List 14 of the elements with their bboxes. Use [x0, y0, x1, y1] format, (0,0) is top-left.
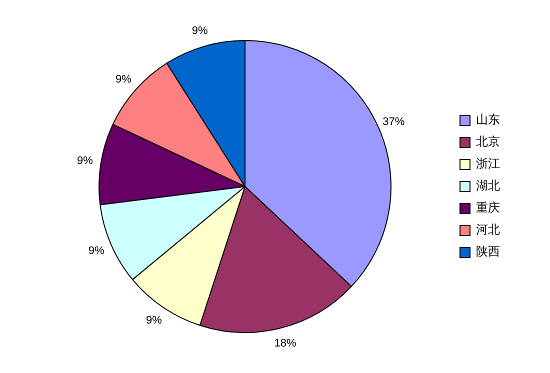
- data-label: 18%: [274, 337, 297, 350]
- data-label: 9%: [116, 73, 132, 86]
- legend-label: 重庆: [476, 200, 500, 215]
- data-label: 9%: [146, 314, 162, 327]
- data-label: 9%: [88, 244, 104, 257]
- data-label: 9%: [77, 155, 94, 168]
- legend-label: 湖北: [476, 178, 500, 193]
- legend-label: 河北: [476, 222, 500, 237]
- legend-label: 山东: [476, 112, 500, 127]
- data-label: 37%: [382, 116, 405, 128]
- legend-label: 浙江: [476, 156, 500, 171]
- legend-label: 北京: [476, 134, 500, 149]
- legend-label: 陕西: [476, 244, 500, 259]
- data-label: 9%: [192, 24, 208, 37]
